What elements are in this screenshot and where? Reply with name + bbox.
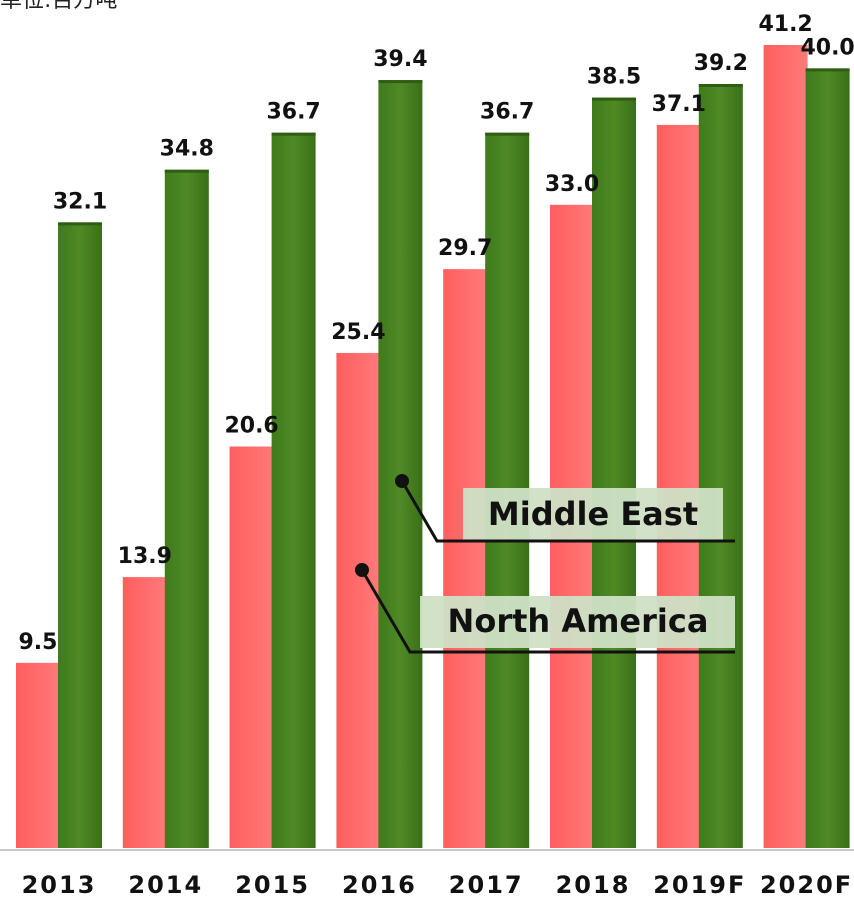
bar-north-america-2017 — [443, 269, 488, 849]
x-tick-2016: 2016 — [342, 871, 417, 897]
bar-middle-east-top-2019f — [698, 83, 743, 87]
unit-label: 单位:百万吨 — [0, 0, 118, 13]
bar-middle-east-2013 — [58, 222, 102, 849]
x-tick-2018: 2018 — [556, 871, 631, 897]
value-labels-group: 9.5 32.1 13.9 34.8 20.6 36.7 25.4 39.4 29.7 36.7 3… — [19, 12, 854, 655]
value-label-north-america-2017: 29.7 — [438, 236, 492, 261]
x-tick-2020f: 2020F — [760, 871, 853, 897]
value-label-north-america-2018: 33.0 — [545, 172, 599, 197]
value-label-north-america-2013: 9.5 — [19, 630, 58, 655]
value-label-north-america-2014: 13.9 — [118, 544, 172, 569]
bar-middle-east-2018 — [592, 97, 636, 849]
legend: Middle East North America — [355, 474, 735, 654]
bar-middle-east-top-2016 — [378, 80, 423, 84]
bar-middle-east-2016 — [378, 80, 423, 849]
bar-middle-east-top-2013 — [58, 222, 102, 226]
bar-north-america-2013 — [16, 662, 60, 848]
bar-north-america-2014 — [122, 577, 167, 848]
bars-group — [16, 45, 850, 849]
bar-middle-east-top-2014 — [164, 169, 209, 173]
bar-middle-east-top-2018 — [592, 97, 636, 101]
x-tick-2014: 2014 — [128, 871, 203, 897]
legend-middle-east-label: Middle East — [488, 495, 698, 533]
value-label-north-america-2016: 25.4 — [331, 320, 385, 345]
legend-middle-east-dot — [395, 474, 409, 488]
value-label-north-america-2020f: 41.2 — [758, 12, 812, 37]
value-label-middle-east-2013: 32.1 — [53, 189, 107, 214]
bar-middle-east-2014 — [164, 169, 209, 849]
value-label-middle-east-2014: 34.8 — [160, 137, 214, 162]
bar-north-america-2016 — [336, 352, 381, 848]
value-label-middle-east-2019f: 39.2 — [694, 51, 748, 76]
value-label-middle-east-2015: 36.7 — [266, 100, 320, 125]
legend-middle-east-box — [463, 488, 723, 540]
legend-north-america-box — [420, 596, 735, 648]
x-ticks-group: 2013 2014 2015 2016 2017 2018 2019F 2020F — [22, 871, 853, 897]
legend-north-america-leader — [360, 569, 735, 654]
bar-middle-east-2020f — [805, 68, 850, 848]
x-tick-2017: 2017 — [449, 871, 524, 897]
value-label-middle-east-2017: 36.7 — [480, 100, 534, 125]
bar-middle-east-2015 — [271, 132, 316, 849]
legend-middle-east-leader — [400, 480, 735, 543]
x-tick-2019f: 2019F — [653, 871, 746, 897]
value-label-middle-east-2016: 39.4 — [373, 47, 427, 72]
value-label-middle-east-2018: 38.5 — [587, 65, 641, 90]
x-tick-2013: 2013 — [22, 871, 97, 897]
x-tick-2015: 2015 — [235, 871, 310, 897]
legend-north-america-label: North America — [448, 602, 709, 640]
bar-north-america-2020f — [763, 45, 808, 848]
bar-middle-east-top-2017 — [485, 132, 530, 136]
legend-north-america-dot — [355, 563, 369, 577]
bar-middle-east-top-2015 — [271, 132, 316, 136]
bar-north-america-2019f — [656, 124, 701, 848]
value-label-north-america-2019f: 37.1 — [652, 92, 706, 117]
bar-north-america-2015 — [229, 446, 274, 848]
bar-middle-east-top-2020f — [805, 68, 850, 72]
bar-middle-east-2019f — [698, 83, 743, 848]
value-label-north-america-2015: 20.6 — [224, 414, 278, 439]
value-label-middle-east-2020f: 40.0 — [800, 35, 854, 60]
